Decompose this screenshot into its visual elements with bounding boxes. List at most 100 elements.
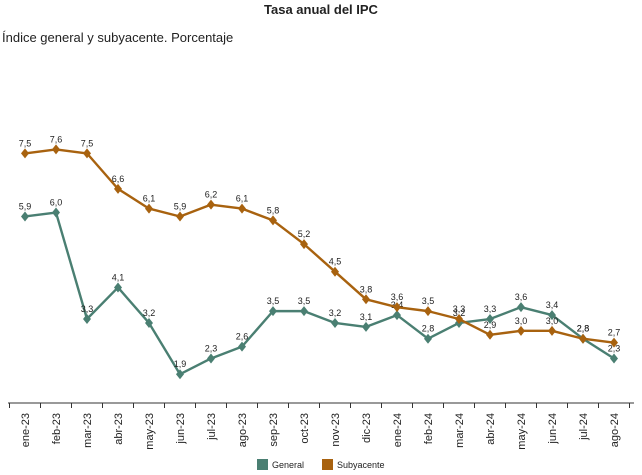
data-point-subyacente[interactable]: [393, 302, 401, 313]
data-point-general[interactable]: [393, 310, 401, 321]
data-point-subyacente[interactable]: [269, 215, 277, 226]
data-label-general: 2,6: [236, 332, 249, 342]
data-point-general[interactable]: [83, 314, 91, 325]
data-point-general[interactable]: [269, 306, 277, 317]
x-tick-label: may-24: [516, 413, 528, 450]
data-label-general: 3,2: [329, 308, 342, 318]
data-point-subyacente[interactable]: [455, 314, 463, 325]
data-point-general[interactable]: [114, 282, 122, 293]
data-point-subyacente[interactable]: [300, 239, 308, 250]
data-point-subyacente[interactable]: [238, 203, 246, 214]
data-label-subyacente: 6,2: [205, 190, 218, 200]
data-label-general: 3,2: [453, 308, 466, 318]
data-point-general[interactable]: [517, 302, 525, 313]
x-tick-label: feb-23: [51, 413, 63, 444]
data-label-subyacente: 7,5: [81, 138, 94, 148]
x-tick-label: mar-24: [454, 413, 466, 448]
x-tick-label: oct-23: [299, 413, 311, 444]
data-label-subyacente: 3,8: [360, 284, 373, 294]
legend-swatch-general: [257, 459, 268, 470]
x-tick-label: abr-23: [113, 413, 125, 445]
x-tick-label: abr-24: [485, 413, 497, 445]
series-line-general: [24, 211, 615, 376]
data-point-general[interactable]: [300, 306, 308, 317]
data-label-subyacente: 7,6: [50, 134, 63, 144]
data-point-subyacente[interactable]: [331, 266, 339, 277]
data-point-subyacente[interactable]: [362, 294, 370, 305]
x-tick-label: may-23: [144, 413, 156, 450]
x-tick-label: ago-24: [609, 413, 621, 447]
data-label-general: 4,1: [112, 272, 125, 282]
x-tick-label: mar-23: [82, 413, 94, 448]
data-label-general: 3,3: [484, 304, 497, 314]
data-label-subyacente: 3,0: [515, 316, 528, 326]
data-label-subyacente: 7,5: [19, 138, 32, 148]
legend-label-general: General: [272, 459, 305, 470]
data-label-general: 5,9: [19, 201, 32, 211]
data-label-subyacente: 6,6: [112, 174, 125, 184]
data-point-subyacente[interactable]: [207, 199, 215, 210]
data-point-general[interactable]: [486, 314, 494, 325]
x-tick-label: jul-24: [578, 413, 590, 441]
data-point-subyacente[interactable]: [145, 203, 153, 214]
data-label-subyacente: 5,8: [267, 205, 280, 215]
data-label-subyacente: 3,0: [546, 316, 559, 326]
legend-swatch-subyacente: [322, 459, 333, 470]
x-tick-label: dic-23: [361, 413, 373, 443]
data-point-subyacente[interactable]: [610, 337, 618, 348]
data-point-subyacente[interactable]: [21, 148, 29, 159]
x-tick-label: sep-23: [268, 413, 280, 447]
data-label-general: 1,9: [174, 359, 187, 369]
data-label-general: 3,1: [360, 312, 373, 322]
data-point-subyacente[interactable]: [83, 148, 91, 159]
x-tick-label: jun-23: [175, 413, 187, 445]
data-point-general[interactable]: [238, 341, 246, 352]
legend-item-general[interactable]: General: [257, 459, 304, 470]
data-label-general: 3,5: [298, 296, 311, 306]
data-point-general[interactable]: [21, 211, 29, 222]
data-label-general: 2,3: [205, 343, 218, 353]
data-point-subyacente[interactable]: [579, 333, 587, 344]
data-point-general[interactable]: [610, 353, 618, 364]
data-point-subyacente[interactable]: [176, 211, 184, 222]
data-label-general: 3,4: [546, 300, 559, 310]
data-label-general: 2,8: [577, 324, 590, 334]
data-point-subyacente[interactable]: [424, 306, 432, 317]
data-label-general: 6,0: [50, 198, 63, 208]
legend-item-subyacente[interactable]: Subyacente: [322, 459, 385, 470]
data-point-general[interactable]: [424, 333, 432, 344]
data-point-general[interactable]: [207, 353, 215, 364]
chart-legend: General Subyacente: [0, 459, 642, 473]
data-label-general: 3,6: [515, 292, 528, 302]
data-label-subyacente: 2,7: [608, 328, 621, 338]
data-point-subyacente[interactable]: [486, 329, 494, 340]
data-point-subyacente[interactable]: [517, 325, 525, 336]
data-label-subyacente: 2,9: [484, 320, 497, 330]
x-tick-label: ene-24: [392, 413, 404, 447]
data-label-general: 3,3: [81, 304, 94, 314]
data-label-subyacente: 5,9: [174, 201, 187, 211]
data-label-subyacente: 5,2: [298, 229, 311, 239]
data-label-general: 3,5: [267, 296, 280, 306]
x-tick-label: ago-23: [237, 413, 249, 447]
data-point-general[interactable]: [145, 317, 153, 328]
data-point-general[interactable]: [362, 321, 370, 332]
data-point-general[interactable]: [176, 369, 184, 380]
data-point-general[interactable]: [331, 317, 339, 328]
legend-label-subyacente: Subyacente: [337, 459, 385, 470]
chart-subtitle: Índice general y subyacente. Porcentaje: [2, 30, 234, 45]
data-point-subyacente[interactable]: [548, 325, 556, 336]
x-tick-label: ene-23: [20, 413, 32, 447]
data-point-subyacente[interactable]: [114, 183, 122, 194]
data-point-subyacente[interactable]: [52, 144, 60, 155]
data-label-subyacente: 3,3: [453, 304, 466, 314]
data-point-general[interactable]: [548, 310, 556, 321]
x-tick-label: jul-23: [206, 413, 218, 441]
data-label-general: 2,8: [422, 324, 435, 334]
data-label-subyacente: 3,5: [422, 296, 435, 306]
x-tick-label: jun-24: [547, 413, 559, 445]
x-tick-label: feb-24: [423, 413, 435, 444]
data-label-subyacente: 6,1: [143, 194, 156, 204]
data-point-general[interactable]: [52, 207, 60, 218]
